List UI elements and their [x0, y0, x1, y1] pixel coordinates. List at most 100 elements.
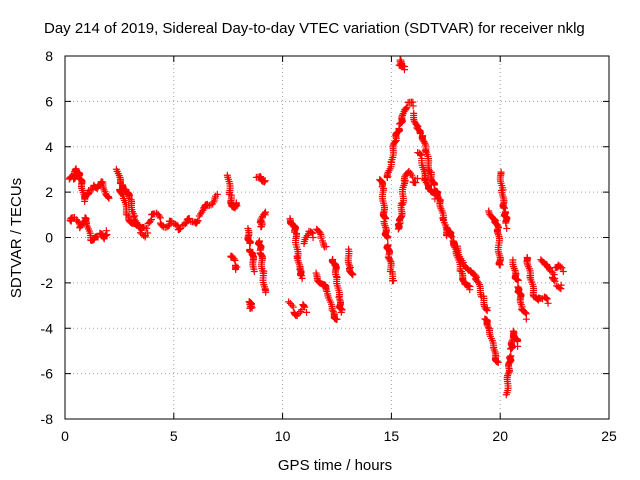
data-point: [316, 229, 324, 237]
data-point: [409, 102, 417, 110]
data-point: [483, 304, 491, 312]
data-point: [261, 177, 269, 185]
data-point: [333, 315, 341, 323]
data-point: [164, 222, 172, 230]
data-point: [322, 286, 330, 294]
data-point: [261, 211, 269, 219]
data-point: [414, 175, 422, 183]
data-point: [500, 203, 508, 211]
data-point: [384, 234, 392, 242]
data-point: [86, 186, 94, 194]
data-point: [177, 225, 185, 233]
y-tick-label: 4: [45, 139, 53, 155]
data-point: [420, 138, 428, 146]
data-point: [105, 193, 113, 201]
data-point: [205, 201, 213, 209]
data-point: [135, 224, 143, 232]
y-tick-label: 2: [45, 184, 53, 200]
data-point: [430, 189, 438, 197]
data-point: [199, 206, 207, 214]
data-point: [494, 231, 502, 239]
data-point: [261, 286, 269, 294]
data-point: [402, 104, 410, 112]
data-point: [322, 243, 330, 251]
y-tick-label: -2: [41, 275, 54, 291]
data-point: [494, 358, 502, 366]
data-point: [84, 187, 92, 195]
data-point: [400, 66, 408, 74]
data-point: [475, 279, 483, 287]
data-point: [504, 371, 512, 379]
data-point: [289, 303, 297, 311]
data-point: [448, 233, 456, 241]
axis-ticks: 0 5 10 15 20 25 -8 -6 -4 -2 0 2 4 6 8: [41, 48, 617, 444]
data-point: [403, 103, 411, 111]
data-point: [247, 299, 255, 307]
data-points: [65, 56, 567, 399]
data-point: [447, 232, 455, 240]
y-tick-label: -6: [41, 366, 54, 382]
data-point: [397, 56, 405, 64]
data-point: [194, 217, 202, 225]
data-point: [543, 294, 551, 302]
data-point: [257, 217, 265, 225]
data-point: [507, 352, 515, 360]
data-point: [301, 303, 309, 311]
data-point: [551, 277, 559, 285]
data-point: [329, 307, 337, 315]
data-point: [431, 195, 439, 203]
data-point: [230, 255, 238, 263]
x-tick-label: 5: [170, 428, 178, 444]
data-point: [246, 239, 254, 247]
data-point: [558, 264, 566, 272]
y-tick-label: -8: [41, 411, 54, 427]
data-point: [496, 261, 504, 269]
data-point: [545, 266, 553, 274]
y-tick-label: 0: [45, 230, 53, 246]
data-point: [337, 308, 345, 316]
data-point: [466, 286, 474, 294]
data-point: [557, 281, 565, 289]
x-tick-label: 15: [384, 428, 400, 444]
y-tick-label: -4: [41, 320, 54, 336]
data-point: [158, 222, 166, 230]
data-point: [390, 277, 398, 285]
data-point: [300, 302, 308, 310]
data-point: [181, 220, 189, 228]
data-point: [503, 224, 511, 232]
data-point: [559, 268, 567, 276]
data-point: [298, 274, 306, 282]
data-point: [550, 276, 558, 284]
data-point: [378, 183, 386, 191]
data-point: [556, 263, 564, 271]
data-point: [522, 315, 530, 323]
data-point: [514, 342, 522, 350]
data-point: [303, 308, 311, 316]
data-point: [543, 295, 551, 303]
y-tick-label: 6: [45, 93, 53, 109]
chart-title: Day 214 of 2019, Sidereal Day-to-day VTE…: [44, 20, 585, 37]
data-point: [521, 309, 529, 317]
data-point: [118, 191, 126, 199]
data-point: [386, 256, 394, 264]
data-point: [417, 150, 425, 158]
data-point: [147, 217, 155, 225]
data-point: [482, 305, 490, 313]
data-point: [506, 353, 514, 361]
data-point: [102, 227, 110, 235]
data-point: [170, 220, 178, 228]
x-tick-label: 0: [61, 428, 69, 444]
data-point: [250, 268, 258, 276]
x-tick-label: 20: [492, 428, 508, 444]
data-point: [143, 224, 151, 232]
data-point: [348, 270, 356, 278]
data-point: [285, 298, 293, 306]
data-point: [542, 294, 550, 302]
data-point: [547, 267, 555, 275]
data-point: [308, 228, 316, 236]
data-point: [544, 299, 552, 307]
data-point: [75, 172, 83, 180]
x-tick-label: 10: [275, 428, 291, 444]
data-point: [412, 179, 420, 187]
